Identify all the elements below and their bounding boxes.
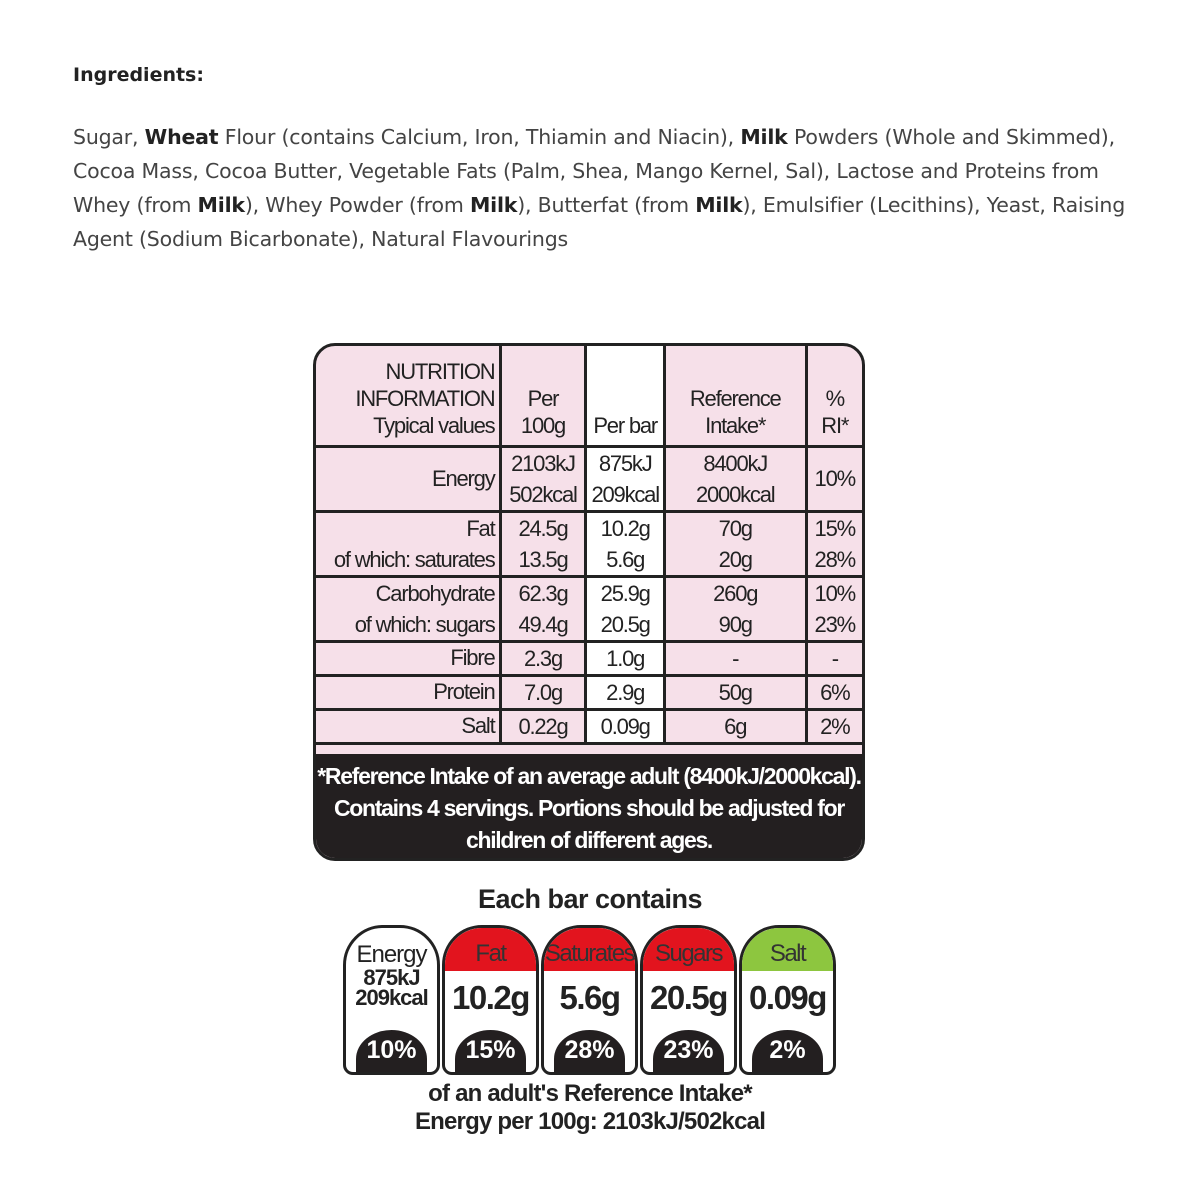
table-row: Carbohydrate of which: sugars 62.3g 49.4g 25… bbox=[316, 574, 862, 643]
gda-title: Each bar contains bbox=[477, 884, 703, 914]
gda-value: 875kJ bbox=[363, 965, 420, 990]
ri-cell: - bbox=[662, 639, 808, 677]
ri-cell: 8400kJ 2000kcal bbox=[662, 444, 808, 513]
footnote-line: *Reference Intake of an average adult (8… bbox=[317, 763, 862, 789]
allergen: Milk bbox=[740, 125, 788, 149]
label-cell: Salt bbox=[316, 707, 502, 745]
footnote-line: Contains 4 servings. Portions should be … bbox=[333, 795, 845, 821]
gda-percent: 23% bbox=[653, 1030, 724, 1072]
pct-cell: 2% bbox=[804, 707, 862, 745]
ingredient-text: Powders (Whole and Skimmed), Cocoa Mass,… bbox=[73, 125, 1115, 217]
header-cell: Reference Intake* bbox=[662, 346, 808, 448]
gda-energy: Energy 875kJ 209kcal 10% bbox=[343, 925, 440, 1075]
allergen: Milk bbox=[695, 193, 743, 217]
ri-cell: 70g 20g bbox=[662, 509, 808, 578]
gda-name: Fat bbox=[445, 928, 536, 971]
per100-cell: 7.0g bbox=[498, 673, 588, 711]
pct-cell: - bbox=[804, 639, 862, 677]
perbar-cell: 0.09g bbox=[584, 707, 666, 745]
gda-name: Energy bbox=[356, 941, 427, 968]
header-cell: Per bar bbox=[584, 346, 666, 448]
gda-labels: Energy 875kJ 209kcal 10% Fat 10.2g 15% Saturate… bbox=[343, 925, 836, 1075]
label-cell: Fat of which: saturates bbox=[316, 509, 502, 578]
perbar-cell: 1.0g bbox=[584, 639, 666, 677]
gda-footer-line: of an adult's Reference Intake* bbox=[428, 1080, 752, 1107]
ingredient-text: Sugar, bbox=[73, 125, 145, 149]
pct-cell: 15% 28% bbox=[804, 509, 862, 578]
label-cell: Protein bbox=[316, 673, 502, 711]
perbar-cell: 2.9g bbox=[584, 673, 666, 711]
pct-cell: 6% bbox=[804, 673, 862, 711]
header-cell: Per 100g bbox=[498, 346, 588, 448]
gda-percent: 10% bbox=[356, 1030, 427, 1072]
gda-sugars: Sugars 20.5g 23% bbox=[640, 925, 737, 1075]
pct-cell: 10% 23% bbox=[804, 574, 862, 643]
gda-footer-line: Energy per 100g: 2103kJ/502kcal bbox=[414, 1108, 766, 1135]
per100-cell: 2.3g bbox=[498, 639, 588, 677]
gda-value: 0.09g bbox=[749, 979, 827, 1016]
label-cell: Energy bbox=[316, 444, 502, 513]
ingredient-text: ), Emulsifier (Lecithins), Yeast, Raisin… bbox=[73, 193, 1126, 251]
gda-saturates: Saturates 5.6g 28% bbox=[541, 925, 638, 1075]
gda-percent: 2% bbox=[752, 1030, 823, 1072]
gda-fat: Fat 10.2g 15% bbox=[442, 925, 539, 1075]
gda-value: 209kcal bbox=[355, 985, 429, 1010]
gda-name: Salt bbox=[742, 928, 833, 971]
label-cell: Carbohydrate of which: sugars bbox=[316, 574, 502, 643]
gda-percent: 15% bbox=[455, 1030, 526, 1072]
table-row: Fibre 2.3g 1.0g - - bbox=[316, 639, 862, 677]
gda-percent: 28% bbox=[554, 1030, 625, 1072]
gda-name: Sugars bbox=[643, 928, 734, 971]
per100-cell: 24.5g 13.5g bbox=[498, 509, 588, 578]
allergen: Wheat bbox=[144, 125, 219, 149]
footnote-line: children of different ages. bbox=[465, 827, 713, 853]
table-row: Salt 0.22g 0.09g 6g 2% bbox=[316, 707, 862, 745]
ri-cell: 260g 90g bbox=[662, 574, 808, 643]
table-row: Protein 7.0g 2.9g 50g 6% bbox=[316, 673, 862, 711]
allergen: Milk bbox=[469, 193, 518, 217]
gda-value: 5.6g bbox=[559, 979, 621, 1016]
ingredient-text: Flour (contains Calcium, Iron, Thiamin a… bbox=[218, 125, 741, 149]
gda-value: 20.5g bbox=[650, 979, 728, 1016]
gda-footer: of an adult's Reference Intake* Energy p… bbox=[0, 1080, 1180, 1136]
ri-cell: 6g bbox=[662, 707, 808, 745]
allergen: Milk bbox=[197, 193, 245, 217]
per100-cell: 62.3g 49.4g bbox=[498, 574, 588, 643]
ri-cell: 50g bbox=[662, 673, 808, 711]
table-row: Energy 2103kJ 502kcal 875kJ 209kcal 8400kJ 200… bbox=[316, 444, 862, 513]
header-cell: NUTRITION INFORMATION Typical values bbox=[316, 346, 502, 448]
label-cell: Fibre bbox=[316, 639, 502, 677]
gda-value: 10.2g bbox=[452, 979, 530, 1016]
ingredient-text: ), Whey Powder (from bbox=[244, 193, 470, 217]
perbar-cell: 25.9g 20.5g bbox=[584, 574, 666, 643]
ingredients-title: Ingredients: bbox=[73, 64, 204, 86]
header-cell: % RI* bbox=[804, 346, 862, 448]
table-row: Fat of which: saturates 24.5g 13.5g 10.2g 5.6… bbox=[316, 509, 862, 578]
nutrition-footnote: *Reference Intake of an average adult (8… bbox=[316, 754, 862, 858]
perbar-cell: 10.2g 5.6g bbox=[584, 509, 666, 578]
pct-cell: 10% bbox=[804, 444, 862, 513]
nutrition-table: NUTRITION INFORMATION Typical values Per … bbox=[313, 343, 865, 861]
ingredients-text: Sugar, Wheat Flour (contains Calcium, Ir… bbox=[73, 120, 1133, 256]
ingredient-text: ), Butterfat (from bbox=[517, 193, 696, 217]
per100-cell: 2103kJ 502kcal bbox=[498, 444, 588, 513]
table-header: NUTRITION INFORMATION Typical values Per … bbox=[316, 346, 862, 448]
gda-salt: Salt 0.09g 2% bbox=[739, 925, 836, 1075]
perbar-cell: 875kJ 209kcal bbox=[584, 444, 666, 513]
gda-name: Saturates bbox=[544, 928, 635, 971]
per100-cell: 0.22g bbox=[498, 707, 588, 745]
